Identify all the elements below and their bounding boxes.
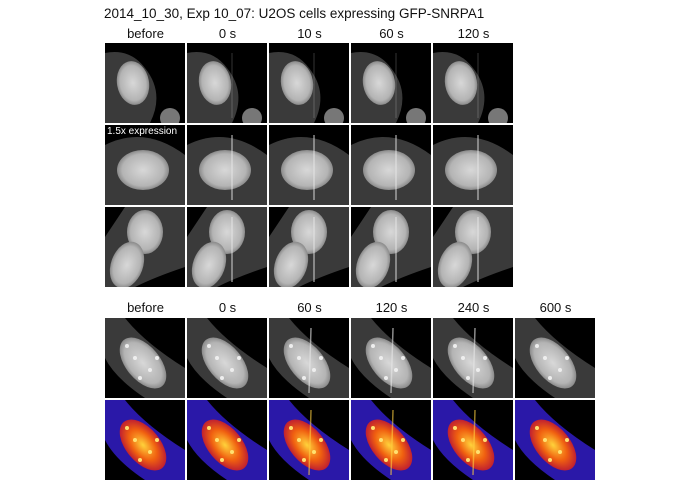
column-label: 120 s xyxy=(375,300,408,315)
column-label: 240 s xyxy=(457,300,490,315)
column-label: before xyxy=(127,300,164,315)
fire-colormap-panel xyxy=(187,400,267,480)
fire-colormap-panel xyxy=(269,400,349,480)
column-label: before xyxy=(127,26,164,41)
figure-title: 2014_10_30, Exp 10_07: U2OS cells expres… xyxy=(104,6,485,21)
microscopy-panel xyxy=(351,207,431,287)
microscopy-panel xyxy=(105,207,185,287)
microscopy-panel xyxy=(433,43,513,123)
microscopy-panel xyxy=(269,207,349,287)
microscopy-panel xyxy=(187,207,267,287)
microscopy-panel xyxy=(105,318,185,398)
microscopy-panel xyxy=(187,125,267,205)
microscopy-panel xyxy=(351,125,431,205)
microscopy-panel xyxy=(269,43,349,123)
column-label: 0 s xyxy=(218,26,237,41)
column-label: 60 s xyxy=(379,26,404,41)
microscopy-panel xyxy=(105,43,185,123)
microscopy-panel xyxy=(187,318,267,398)
microscopy-panel xyxy=(351,318,431,398)
microscopy-panel: 1.5x expression xyxy=(105,125,185,205)
microscopy-panel xyxy=(515,318,595,398)
fire-colormap-panel xyxy=(351,400,431,480)
column-label: 600 s xyxy=(539,300,572,315)
microscopy-panel xyxy=(187,43,267,123)
microscopy-panel xyxy=(269,318,349,398)
microscopy-panel xyxy=(433,318,513,398)
fire-colormap-panel xyxy=(515,400,595,480)
fire-colormap-panel xyxy=(105,400,185,480)
column-label: 0 s xyxy=(218,300,237,315)
microscopy-panel xyxy=(433,125,513,205)
fire-colormap-panel xyxy=(433,400,513,480)
microscopy-panel xyxy=(351,43,431,123)
microscopy-panel xyxy=(269,125,349,205)
column-label: 120 s xyxy=(457,26,490,41)
microscopy-panel xyxy=(433,207,513,287)
column-label: 10 s xyxy=(297,26,322,41)
column-label: 60 s xyxy=(297,300,322,315)
row-annotation: 1.5x expression xyxy=(107,126,178,137)
